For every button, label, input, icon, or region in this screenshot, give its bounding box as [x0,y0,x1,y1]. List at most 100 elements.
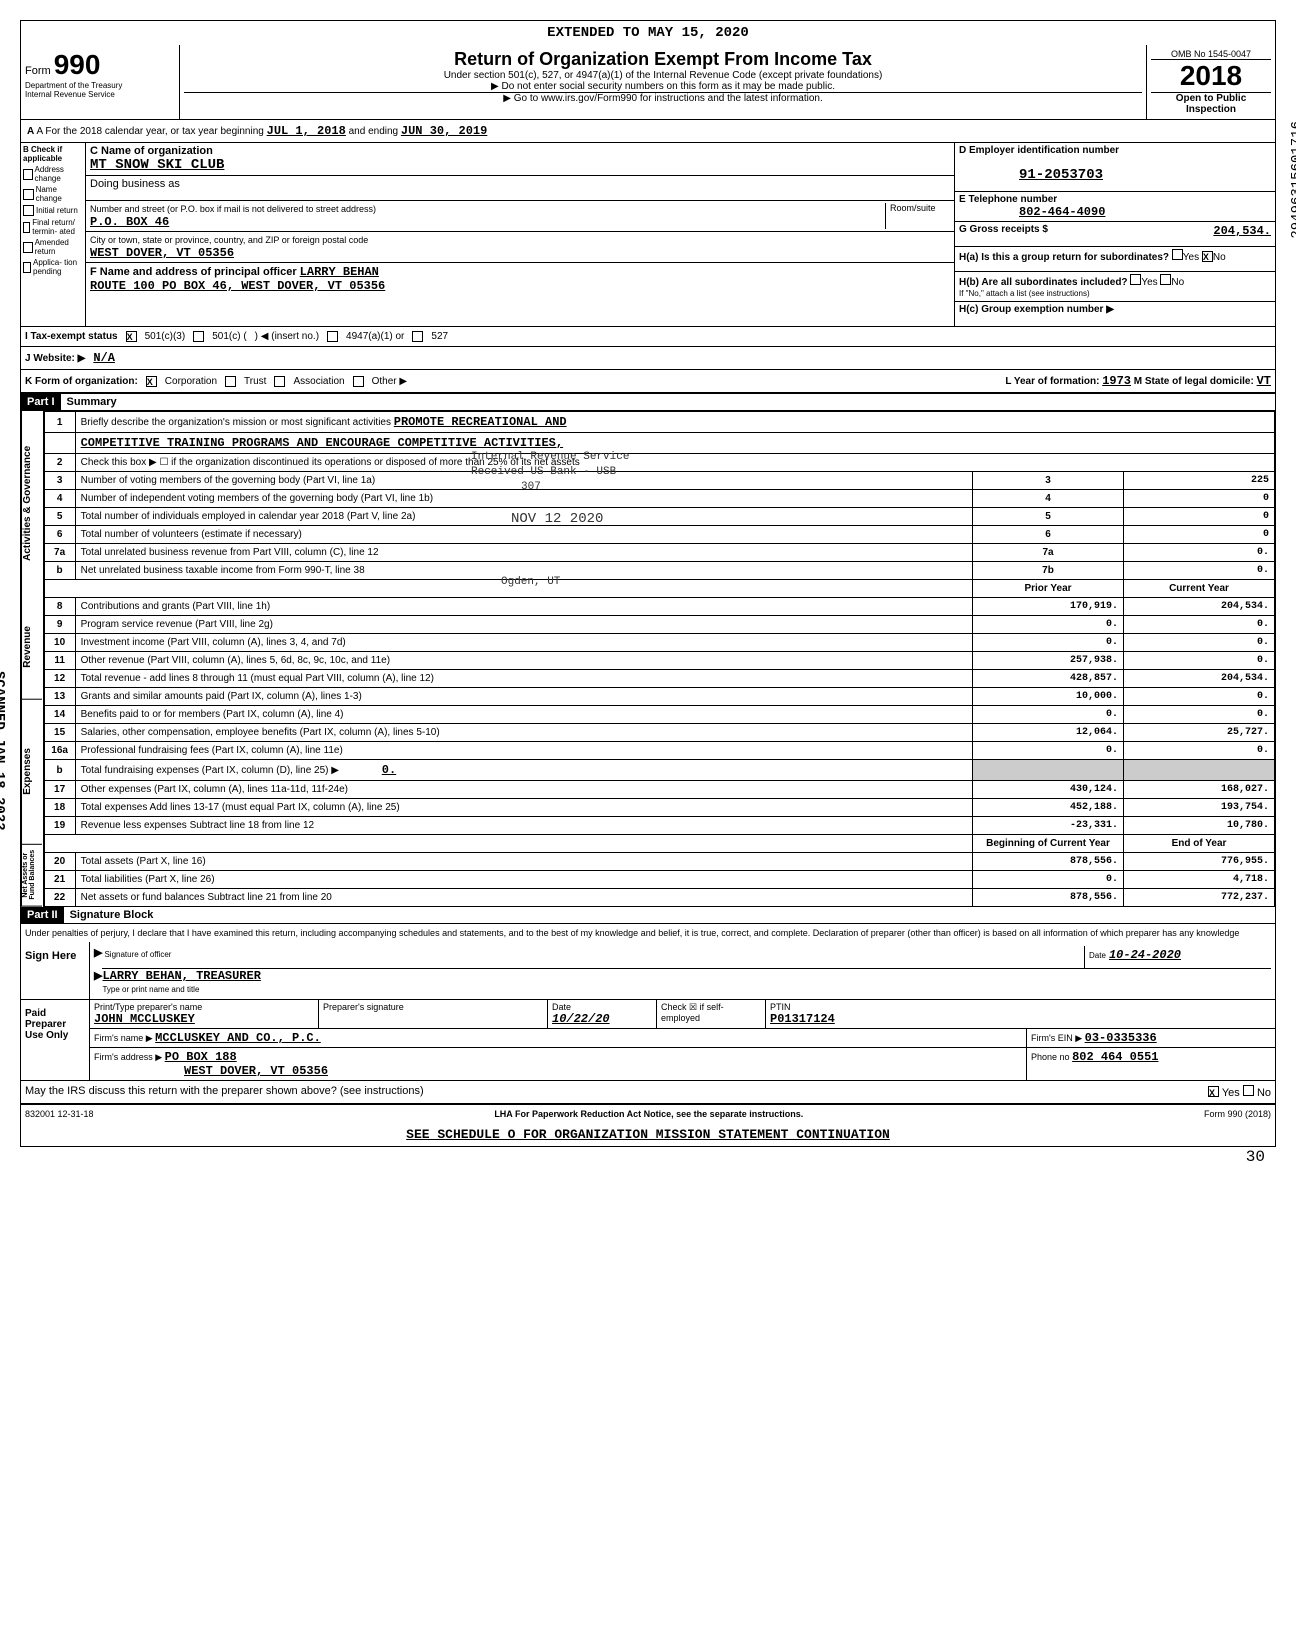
side-activities: Activities & Governance [21,411,42,596]
hb-label: H(b) Are all subordinates included? [959,277,1128,288]
name-column: C Name of organization MT SNOW SKI CLUB … [86,143,954,326]
arrow-icon: ▶ [94,946,102,969]
opt-4947: 4947(a)(1) or [346,331,404,342]
ha-row: H(a) Is this a group return for subordin… [955,247,1275,272]
extended-date: EXTENDED TO MAY 15, 2020 [21,21,1275,45]
dba-label: Doing business as [90,178,180,190]
trust-checkbox[interactable] [225,376,236,387]
prep-sig-label: Preparer's signature [323,1002,404,1012]
begin-date: JUL 1, 2018 [267,124,346,138]
table-row: 17Other expenses (Part IX, column (A), l… [44,781,1274,799]
sig-date-cell: Date 10-24-2020 [1084,946,1271,969]
part1-header: Part I [21,394,61,410]
form-990-container: SCANNED JAN 18 2022 29496315601716 EXTEN… [20,20,1276,1147]
527-checkbox[interactable] [412,331,423,342]
discuss-no: No [1257,1087,1271,1099]
discuss-no-checkbox[interactable] [1243,1085,1254,1096]
part1-header-row: Part I Summary [21,394,1275,411]
discuss-yes-checkbox[interactable] [1208,1086,1219,1097]
table-row: 7aTotal unrelated business revenue from … [44,544,1274,562]
check-item-1: Name change [23,185,83,203]
form-label: Form [25,65,51,77]
irs-stamp3: 307 [521,481,541,493]
table-row: 1Briefly describe the organization's mis… [44,412,1274,433]
part2-header: Part II [21,907,64,923]
side-netassets: Net Assets or Fund Balances [21,844,42,907]
end-date: JUN 30, 2019 [401,124,487,138]
ha-yes: Yes [1183,252,1199,263]
ha-yes-checkbox[interactable] [1172,249,1183,260]
sign-here-label: Sign Here [21,942,90,999]
opt-assoc: Association [293,376,344,387]
paid-prep-label: Paid Preparer Use Only [21,1000,90,1080]
f-label: F Name and address of principal officer [90,266,297,278]
hb-row: H(b) Are all subordinates included? Yes … [955,272,1275,302]
prep-row-3: Firm's address ▶ PO BOX 188 WEST DOVER, … [90,1048,1275,1080]
side-labels: Activities & Governance Revenue Expenses… [21,411,44,907]
footer-lha: LHA For Paperwork Reduction Act Notice, … [494,1109,803,1119]
tax-year: 2018 [1151,60,1271,92]
check-item-3: Final return/ termin- ated [23,218,83,236]
table-row: 14Benefits paid to or for members (Part … [44,706,1274,724]
check-box-5[interactable] [23,262,31,273]
opt-trust: Trust [244,376,266,387]
table-row: 10Investment income (Part VIII, column (… [44,634,1274,652]
hb-no-checkbox[interactable] [1160,274,1171,285]
k-label: K Form of organization: [25,376,138,387]
m-label: M State of legal domicile: [1134,376,1254,387]
side-revenue: Revenue [21,596,42,700]
subtitle-3: ▶ Go to www.irs.gov/Form990 for instruct… [184,92,1142,104]
hb-yes-checkbox[interactable] [1130,274,1141,285]
ha-no: No [1213,252,1226,263]
dept-treasury: Department of the Treasury [25,81,175,90]
check-box-1[interactable] [23,189,34,200]
table-row: bNet unrelated business taxable income f… [44,562,1274,580]
check-label-1: Name change [36,185,83,203]
firm-phone: 802 464 0551 [1072,1050,1158,1064]
assoc-checkbox[interactable] [274,376,285,387]
firm-ein-label: Firm's EIN ▶ [1031,1033,1082,1043]
check-item-5: Applica- tion pending [23,258,83,276]
ein-value: 91-2053703 [1019,167,1103,183]
open-public: Open to Public Inspection [1151,92,1271,115]
check-box-3[interactable] [23,222,30,233]
irs-label: Internal Revenue Service [25,90,175,99]
table-row: 12Total revenue - add lines 8 through 11… [44,670,1274,688]
prep-date-label: Date [552,1002,571,1012]
firm-city: WEST DOVER, VT 05356 [184,1064,328,1078]
check-box-2[interactable] [23,205,34,216]
firm-ein: 03-0335336 [1085,1031,1157,1045]
prep-date: 10/22/20 [552,1012,610,1026]
preparer-section: Paid Preparer Use Only Print/Type prepar… [21,1000,1275,1081]
date-label: Date [1089,951,1106,960]
check-item-2: Initial return [23,205,83,216]
prep-name: JOHN MCCLUSKEY [94,1012,195,1026]
check-box-0[interactable] [23,169,33,180]
501c3-checkbox[interactable] [126,331,137,342]
dln-right: 29496315601716 [1289,121,1296,239]
j-label: J Website: ▶ [25,353,85,364]
irs-stamp1: Internal Revenue Service [471,451,629,463]
right-column: D Employer identification number 91-2053… [954,143,1275,326]
irs-stamp4: NOV 12 2020 [511,511,603,527]
check-item-4: Amended return [23,238,83,256]
4947-checkbox[interactable] [327,331,338,342]
summary-table: 1Briefly describe the organization's mis… [44,411,1275,907]
table-row: bTotal fundraising expenses (Part IX, co… [44,760,1274,781]
other-checkbox[interactable] [353,376,364,387]
check-box-4[interactable] [23,242,33,253]
sign-here-row: Sign Here ▶ Signature of officer Date 10… [21,942,1275,1000]
k-l-row: K Form of organization: Corporation Trus… [21,370,1275,394]
part2-title: Signature Block [64,907,160,923]
501c-checkbox[interactable] [193,331,204,342]
main-title: Return of Organization Exempt From Incom… [184,49,1142,70]
officer-sig-line[interactable]: Signature of officer [102,946,1084,969]
dba-row: Doing business as [86,176,954,201]
ha-no-checkbox[interactable] [1202,251,1213,262]
corp-checkbox[interactable] [146,376,157,387]
street-label: Number and street (or P.O. box if mail i… [90,204,376,214]
discuss-row: May the IRS discuss this return with the… [21,1081,1275,1105]
f-name: LARRY BEHAN [300,265,379,279]
page-number: 30 [1246,1148,1265,1166]
city-row: City or town, state or province, country… [86,232,954,263]
